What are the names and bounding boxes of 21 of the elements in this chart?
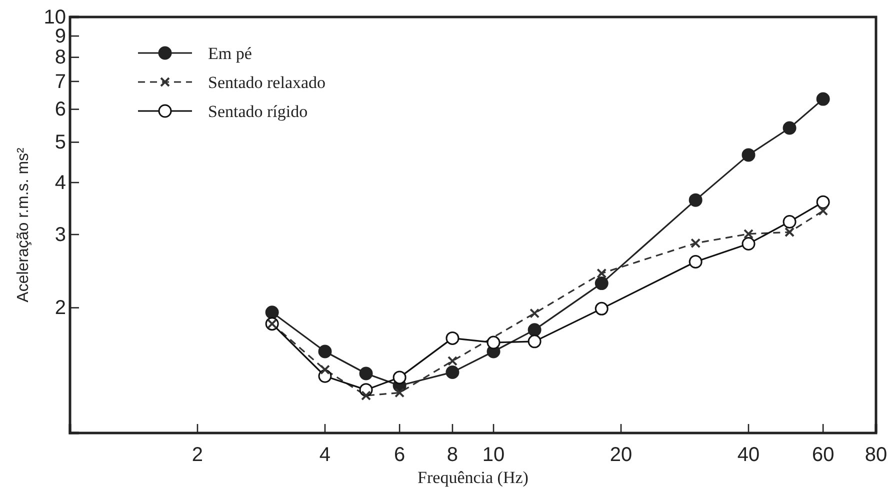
x-tick-label: 10 <box>482 444 505 466</box>
x-tick-label: 6 <box>394 444 406 466</box>
y-tick-label: 3 <box>54 224 66 246</box>
x-tick-label: 40 <box>737 444 760 466</box>
x-tick-label: 60 <box>812 444 834 466</box>
legend-label: Sentado relaxado <box>208 73 326 92</box>
y-tick-label: 8 <box>54 46 66 69</box>
x-tick-label: 80 <box>864 444 888 466</box>
x-axis-title: Frequência (Hz) <box>418 468 528 487</box>
y-axis-title: Aceleração r.m.s. ms² <box>15 146 32 302</box>
legend-label: Sentado rígido <box>208 102 308 121</box>
x-tick-label: 20 <box>610 444 632 466</box>
y-tick-label: 7 <box>54 70 66 93</box>
y-tick-label: 4 <box>54 172 66 194</box>
x-tick-label: 2 <box>192 444 204 466</box>
y-tick-label: 6 <box>54 98 66 121</box>
legend-label: Em pé <box>208 44 252 63</box>
x-tick-label: 8 <box>446 444 458 466</box>
x-tick-label: 4 <box>319 444 331 466</box>
y-tick-label: 2 <box>54 297 66 320</box>
y-tick-label: 5 <box>54 132 66 154</box>
